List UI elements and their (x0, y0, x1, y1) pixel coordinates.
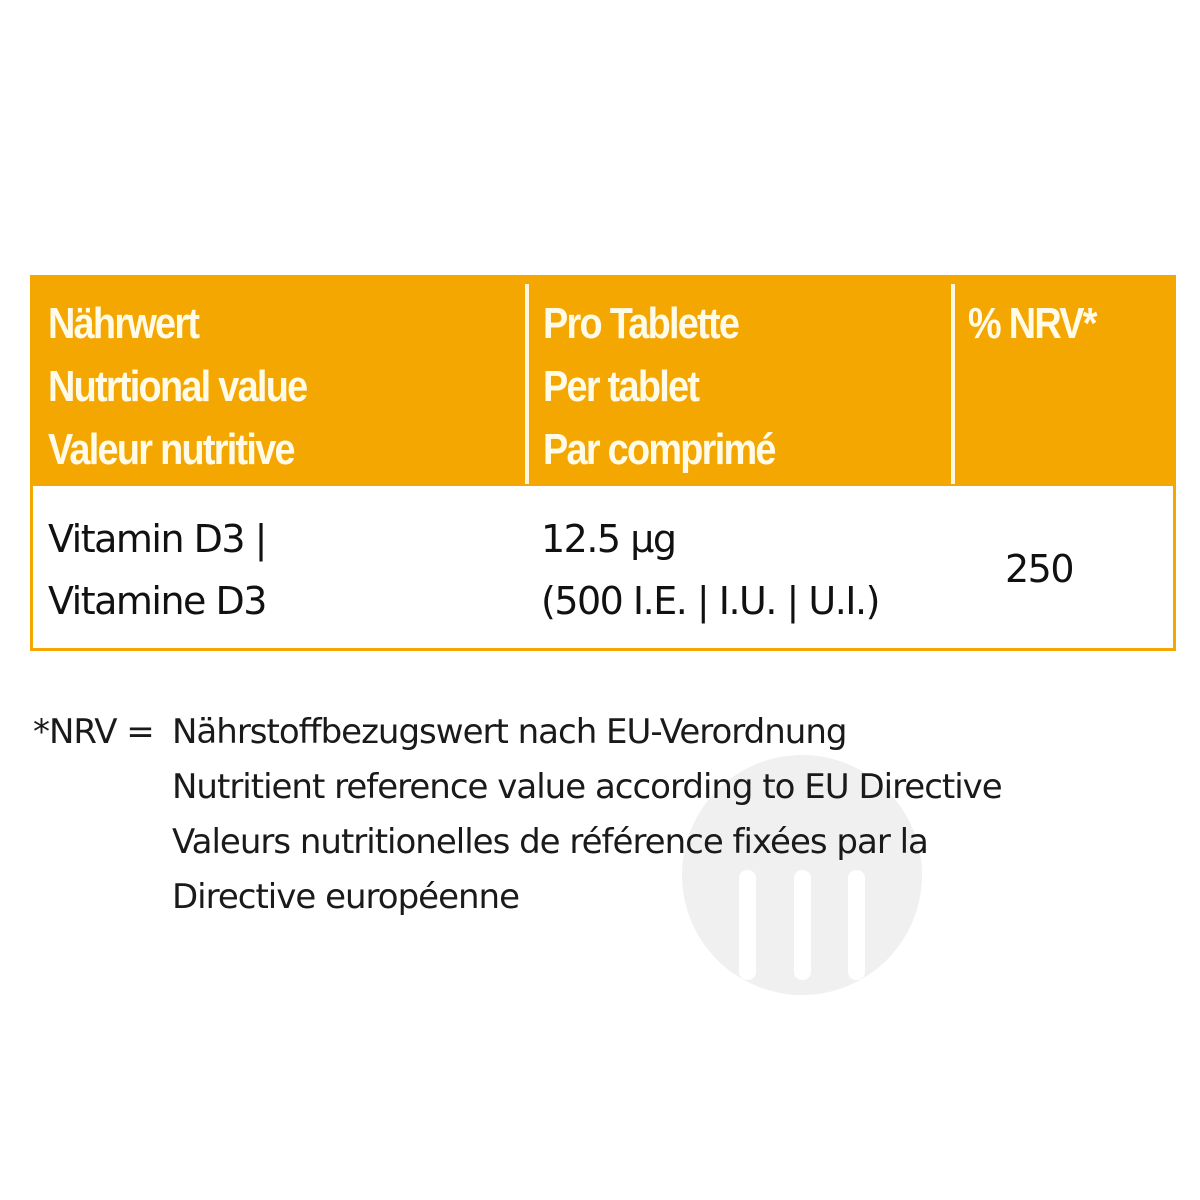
header-line: Valeur nutritive (48, 425, 296, 474)
header-line: Nährwert (48, 299, 200, 348)
header-line: % NRV* (968, 299, 1097, 348)
cell-nutrient: Vitamin D3 | Vitamine D3 (48, 508, 267, 632)
cell-nrv: 250 (1005, 547, 1075, 591)
watermark-logo (682, 755, 922, 995)
footnote-line: Nutritient reference value according to … (172, 767, 1003, 807)
cell-line: 12.5 µg (541, 517, 677, 561)
cell-line: (500 I.E. | I.U. | U.I.) (541, 579, 880, 623)
header-line: Per tablet (543, 362, 700, 411)
header-per-tablet: Pro Tablette Per tablet Par comprimé (543, 292, 812, 481)
watermark-bar (848, 870, 865, 980)
footnote-text: Nährstoffbezugswert nach EU-Verordnung N… (172, 705, 1003, 925)
header-line: Pro Tablette (543, 299, 740, 348)
watermark-bar (739, 870, 756, 980)
cell-line: Vitamine D3 (48, 579, 267, 623)
footnote-marker: *NRV = (33, 712, 155, 752)
header-line: Par comprimé (543, 425, 776, 474)
table-header-row: Nährwert Nutrtional value Valeur nutriti… (33, 278, 1173, 486)
nutrition-table: Nährwert Nutrtional value Valeur nutriti… (30, 275, 1176, 651)
cell-line: Vitamin D3 | (48, 517, 267, 561)
footnote-line: Valeurs nutritionelles de référence fixé… (172, 822, 929, 862)
footnote-line: Directive européenne (172, 877, 520, 917)
cell-amount: 12.5 µg (500 I.E. | I.U. | U.I.) (541, 508, 880, 632)
watermark-bar (794, 870, 811, 980)
footnote-line: Nährstoffbezugswert nach EU-Verordnung (172, 712, 847, 752)
header-line: Nutrtional value (48, 362, 308, 411)
header-nutrient: Nährwert Nutrtional value Valeur nutriti… (48, 292, 349, 481)
header-nrv: % NRV* (968, 292, 1117, 355)
column-divider (951, 284, 955, 484)
column-divider (525, 284, 529, 484)
